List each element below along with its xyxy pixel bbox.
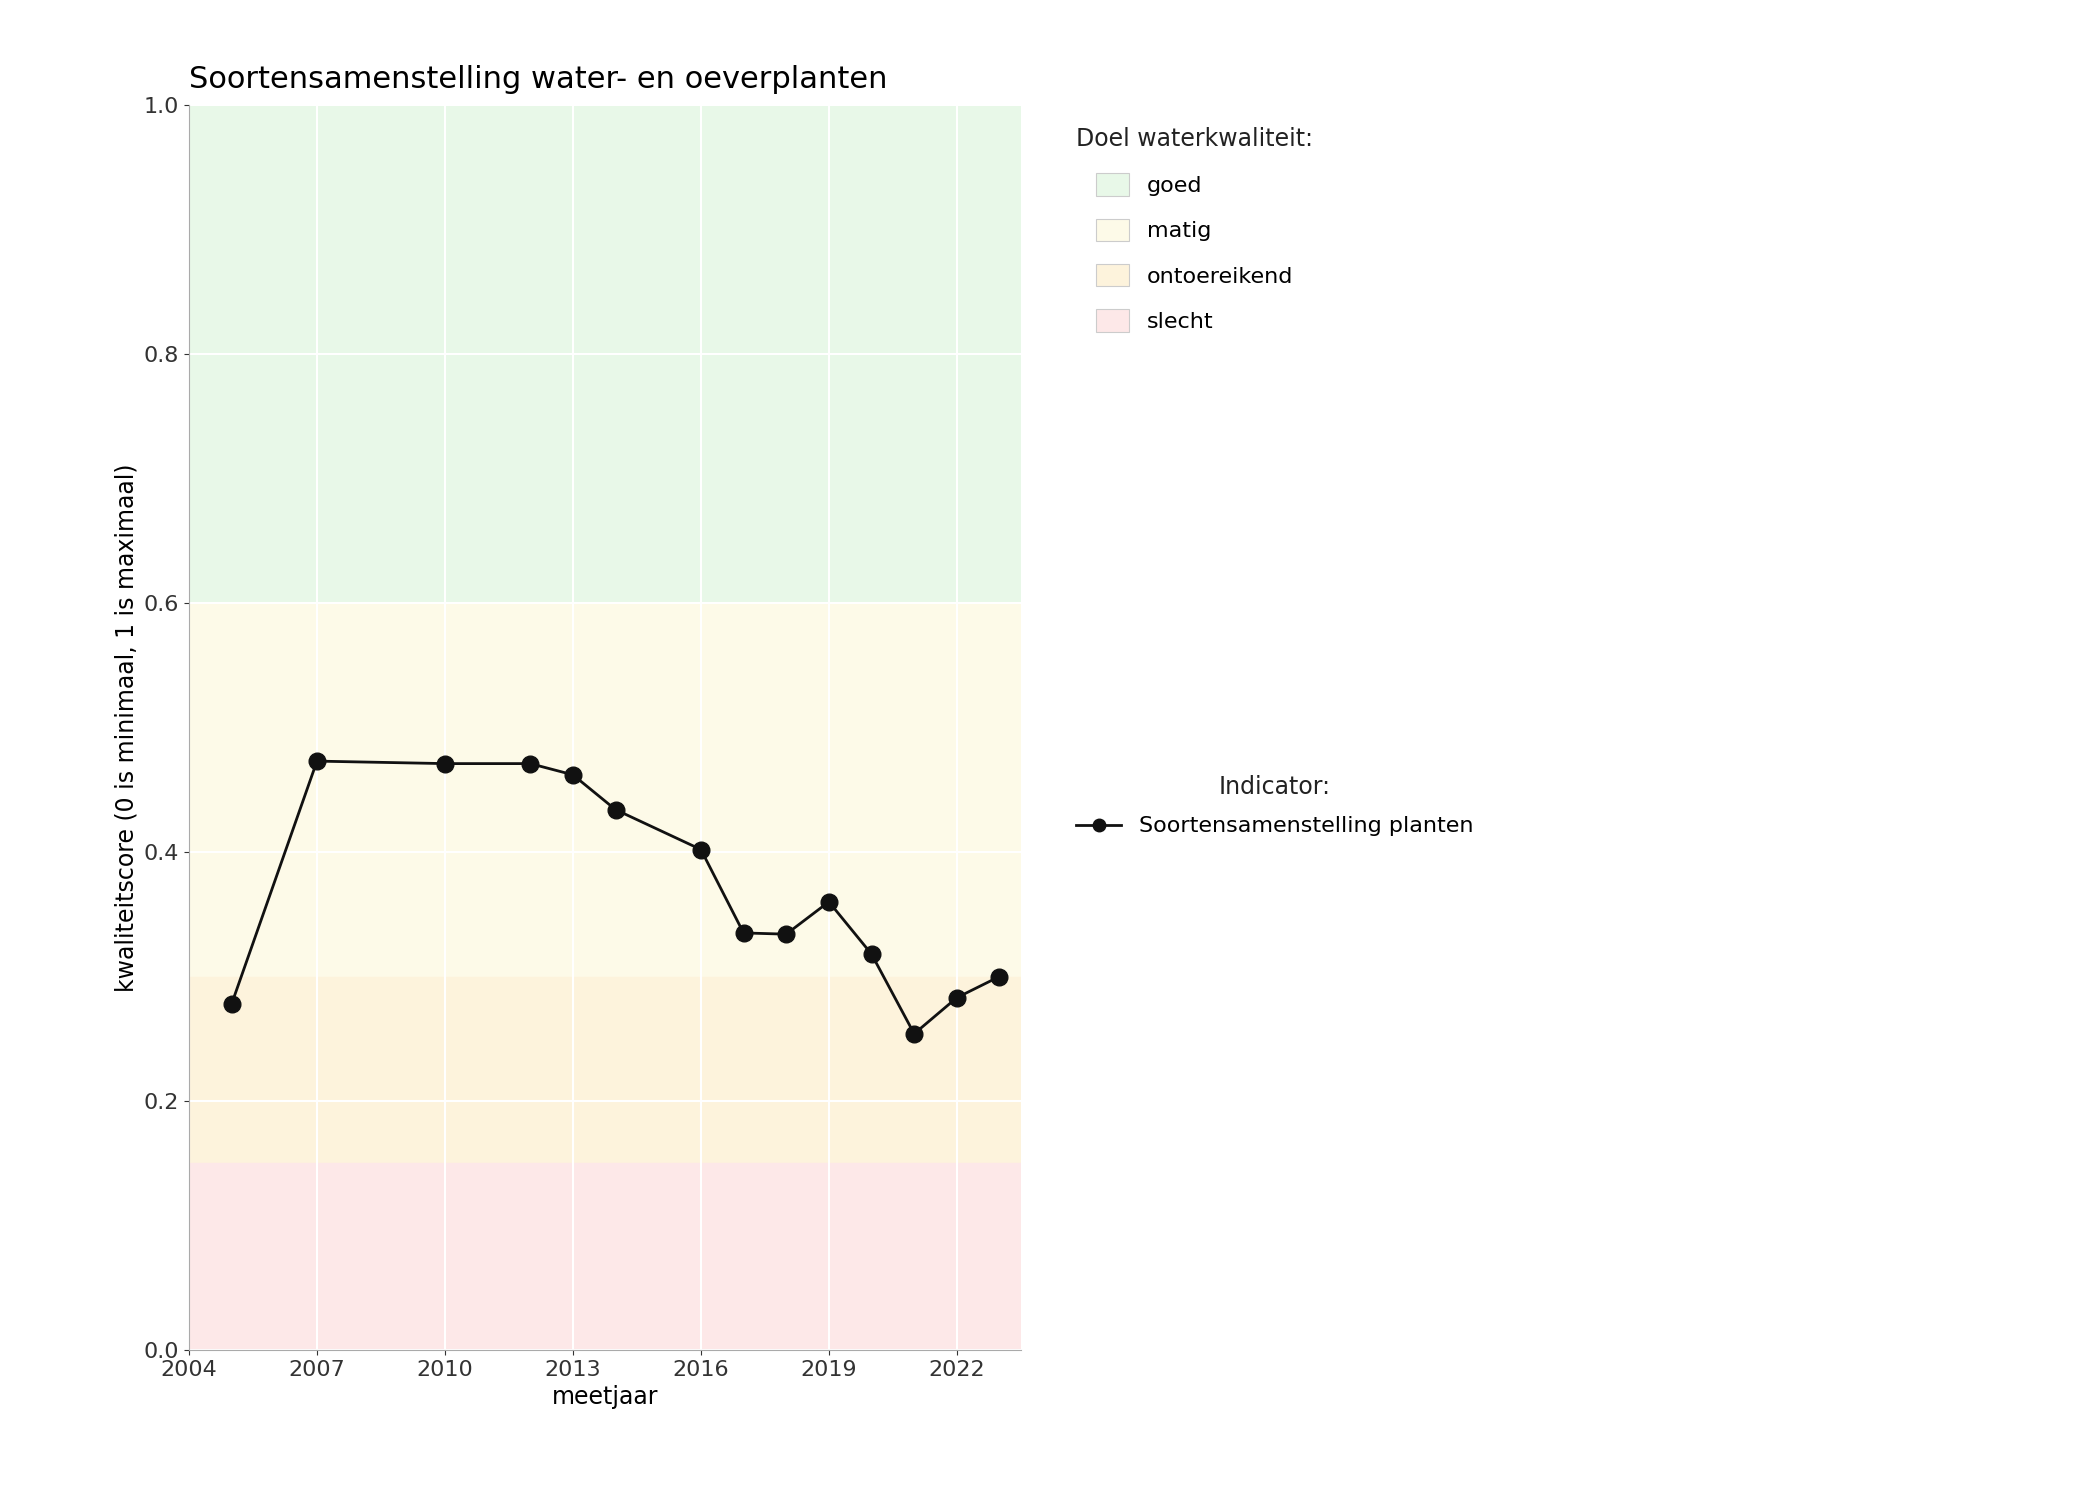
Bar (189, 105, 1021, 603)
Y-axis label: kwaliteitscore (0 is minimaal, 1 is maximaal): kwaliteitscore (0 is minimaal, 1 is maxi… (113, 464, 139, 992)
Bar (189, 1164, 1021, 1350)
Bar (189, 603, 1021, 976)
Bar (189, 976, 1021, 1164)
X-axis label: meetjaar: meetjaar (552, 1386, 657, 1410)
Legend: Soortensamenstelling planten: Soortensamenstelling planten (1065, 764, 1485, 847)
Text: Soortensamenstelling water- en oeverplanten: Soortensamenstelling water- en oeverplan… (189, 66, 888, 94)
